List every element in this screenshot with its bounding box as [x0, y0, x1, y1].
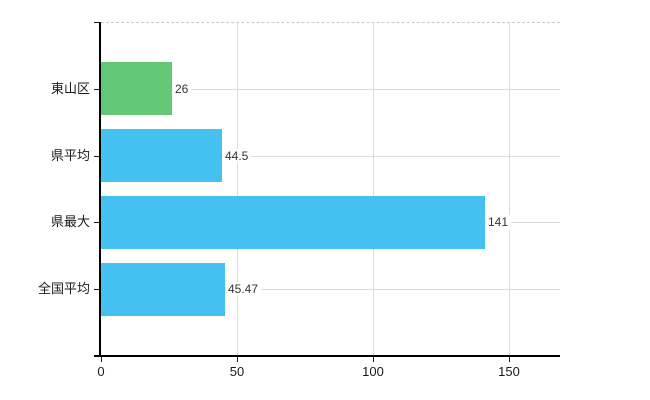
x-axis — [94, 355, 560, 357]
bar-1 — [101, 62, 172, 115]
y-axis-top-tick — [94, 22, 101, 23]
category-label: 県最大 — [50, 214, 90, 229]
x-tick-label: 100 — [362, 364, 384, 379]
x-axis-tick — [101, 356, 102, 362]
category-label: 県平均 — [50, 148, 90, 163]
category-label: 東山区 — [50, 81, 90, 96]
x-tick-label: 0 — [97, 364, 105, 379]
bar-value-label: 45.47 — [226, 282, 262, 296]
plot-top-border — [101, 22, 560, 23]
vertical-gridline — [509, 22, 510, 356]
horizontal-gridline — [101, 89, 560, 90]
horizontal-gridline — [101, 156, 560, 157]
x-axis-tick — [237, 356, 238, 362]
bar-value-label: 141 — [486, 215, 512, 229]
bar-value-label: 44.5 — [223, 149, 252, 163]
x-tick-label: 150 — [498, 364, 520, 379]
x-axis-tick — [509, 356, 510, 362]
horizontal-gridline — [101, 289, 560, 290]
bar-value-label: 26 — [173, 82, 192, 96]
y-axis-tick — [94, 89, 101, 90]
bar-4 — [101, 263, 225, 316]
vertical-gridline — [373, 22, 374, 356]
category-label: 全国平均 — [37, 281, 90, 296]
x-axis-tick — [373, 356, 374, 362]
x-tick-label: 50 — [229, 364, 245, 379]
y-axis-tick — [94, 289, 101, 290]
bar-3 — [101, 196, 485, 249]
y-axis-tick — [94, 156, 101, 157]
y-axis — [99, 22, 101, 356]
y-axis-tick — [94, 222, 101, 223]
bar-2 — [101, 129, 222, 182]
vertical-gridline — [237, 22, 238, 356]
